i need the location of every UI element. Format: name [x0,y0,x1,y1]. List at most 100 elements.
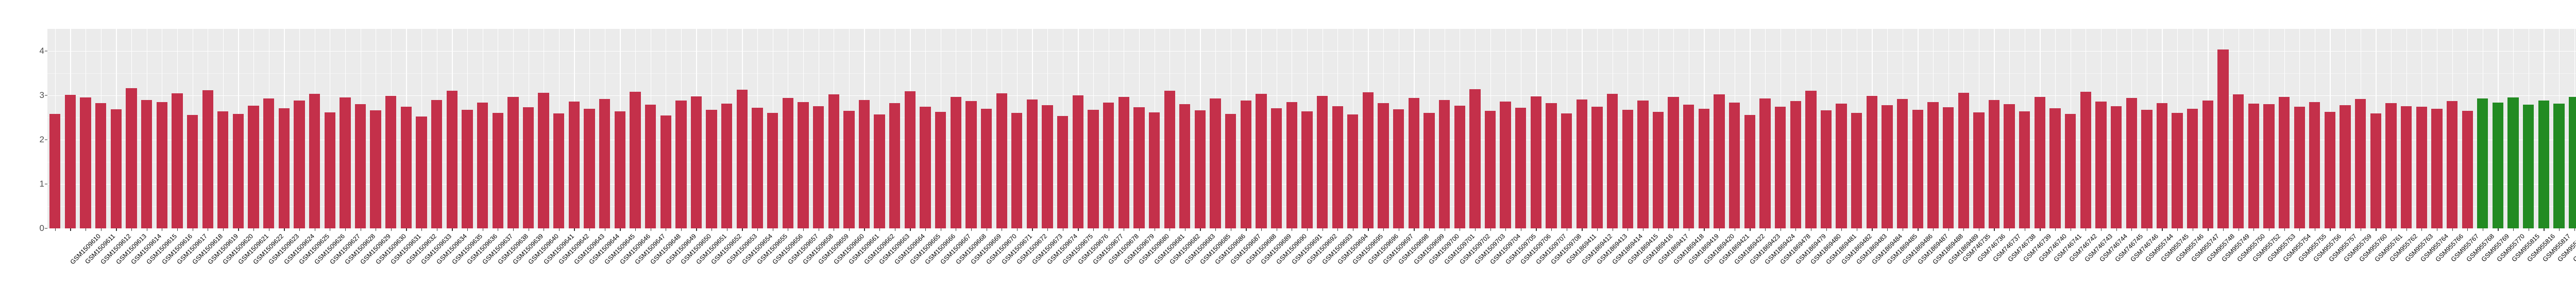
bar [1179,104,1191,228]
x-axis-tick-mark [1887,228,1888,231]
bar [843,111,855,228]
bar [1774,107,1786,228]
bar [1347,114,1359,228]
bar [126,88,137,228]
bar [2065,114,2076,228]
bar [2462,111,2473,228]
bar [492,113,503,228]
bar [1652,111,1664,228]
bar [1668,97,1679,228]
x-axis-tick-mark [2100,228,2102,231]
x-axis-tick-mark [925,228,926,231]
x-axis-tick-mark [696,228,697,231]
gridline-minor [47,73,2576,74]
bar [141,100,152,228]
y-axis-tick-mark [45,51,47,52]
bar [2370,113,2382,228]
bar [2538,101,2550,228]
bar [2187,108,2198,228]
x-axis-tick-mark [177,228,178,231]
bar [1591,106,1603,228]
bar [721,104,733,228]
bar [599,98,611,228]
bar [1714,94,1725,228]
bar [1423,112,1435,228]
bar [202,90,213,228]
bar [2294,107,2305,228]
bar [1316,95,1328,228]
bar [1042,105,1053,228]
bar [462,109,473,228]
x-axis-tick-mark [345,228,346,231]
bar [2477,98,2488,228]
x-axis-tick-mark [2406,228,2407,231]
bar [354,104,366,228]
x-axis-tick-mark [421,228,422,231]
bar [1469,89,1481,228]
bar [2446,101,2458,228]
bar [630,92,641,228]
gridline-major [47,95,2576,96]
bar [645,105,656,228]
x-axis-tick-mark [1841,228,1842,231]
bar [2400,106,2412,228]
x-axis-tick-mark [299,228,300,231]
bar [1103,102,1114,228]
bar [2492,102,2504,228]
bar [889,103,901,228]
x-axis-tick-mark [2421,228,2422,231]
bar [431,99,443,228]
bar [1225,114,1236,228]
bar [1606,93,1618,228]
bar [2507,97,2519,228]
bar [1393,109,1404,228]
bar [1438,99,1450,228]
bar [553,113,565,228]
x-axis-tick-mark [803,228,804,231]
bar [920,107,931,228]
x-axis-tick-mark [55,228,56,231]
bar [2019,111,2030,228]
bar [904,91,916,228]
x-axis-tick-mark [1016,228,1018,231]
bar [584,108,595,228]
gridline-major [47,51,2576,52]
bar [1057,115,1069,228]
bar [1530,96,1542,228]
bar [2172,112,2183,228]
x-axis-tick-mark [1826,228,1827,231]
bar [400,106,412,228]
x-axis-tick-mark [2391,228,2392,231]
bar [660,115,671,228]
bar [1301,111,1313,228]
bar [538,92,549,228]
bar [1515,108,1527,228]
bar [2126,98,2137,228]
bar [874,114,885,228]
bar [1851,113,1862,228]
bar [1408,98,1419,228]
bar [2248,104,2259,228]
x-axis-tick-mark [1765,228,1766,231]
bar [2416,106,2427,228]
bar [248,105,259,228]
x-axis-tick-mark [2131,228,2132,231]
x-axis-tick-mark [513,228,514,231]
bar [690,96,702,228]
bar [1332,106,1343,228]
bar [2095,102,2107,228]
x-axis-tick-mark [1383,228,1384,231]
bar [1011,113,1023,228]
y-axis-tick-labels: 0 1 2 3 4 [27,0,47,299]
bar [1378,103,1389,228]
bar [1698,108,1710,228]
x-axis-tick-mark [2009,228,2010,231]
bar [2523,105,2534,228]
x-axis-tick-mark [1215,228,1216,231]
x-axis-tick-mark [1337,228,1338,231]
bar [828,94,839,228]
bar [2324,111,2336,228]
bar [2309,102,2320,228]
x-axis-tick-mark [2452,228,2453,231]
